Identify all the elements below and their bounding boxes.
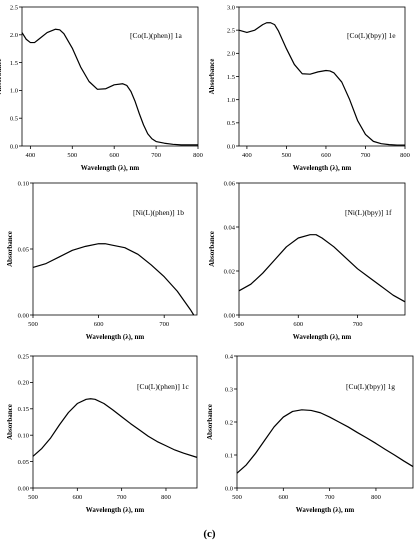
y-tick-label: 0.4 — [225, 353, 234, 360]
y-tick-label: 0.15 — [18, 406, 29, 413]
y-axis-title: Absorbance — [6, 404, 14, 440]
x-tick-label: 500 — [234, 321, 244, 328]
absorbance-curve — [238, 234, 406, 303]
chart-panel-2: 400 500 600 700 800 0.0 0.5 1.0 1.5 2.0 2.5 3.0 Wave… — [208, 4, 410, 172]
y-tick-label: 0.00 — [224, 312, 235, 319]
y-tick-label: 0.25 — [18, 353, 29, 360]
plot-frame — [32, 355, 198, 489]
x-tick-label: 500 — [232, 494, 242, 501]
x-tick-label: 500 — [28, 321, 38, 328]
y-axis-title: Absorbance — [208, 59, 216, 95]
y-tick-label: 0.10 — [18, 433, 29, 440]
y-tick-label: 1.0 — [227, 97, 235, 104]
compound-label: [Cu(L)(bpy)] 1g — [346, 382, 395, 391]
x-axis-title: Wavelength (λ), nm — [293, 164, 352, 172]
x-axis-title: Wavelength (λ), nm — [296, 506, 355, 514]
x-tick-label: 500 — [67, 152, 77, 159]
y-tick-label: 0.05 — [18, 459, 29, 466]
absorbance-curve — [236, 409, 414, 474]
chart-panel-6: 500 600 700 800 0.0 0.1 0.2 0.3 0.4 Wavelength (λ… — [206, 353, 414, 514]
compound-label: [Cu(L)(phen)] 1c — [137, 382, 190, 391]
x-tick-label: 600 — [109, 152, 119, 159]
compound-label: [Ni(L)(phen)] 1b — [133, 208, 184, 217]
y-tick-label: 0.05 — [18, 246, 29, 253]
chart-panel-4: 500 600 700 0.00 0.02 0.04 0.06 Wavelength (λ),… — [208, 180, 406, 341]
y-axis-title: Absorbance — [208, 231, 216, 267]
y-tick-label: 1.5 — [10, 60, 18, 67]
y-tick-label: 0.0 — [10, 143, 18, 150]
x-tick-label: 600 — [278, 494, 288, 501]
x-tick-label: 700 — [353, 321, 363, 328]
x-tick-label: 500 — [28, 494, 38, 501]
compound-label: [Co(L)(bpy)] 1e — [347, 31, 396, 40]
compound-label: [Co(L)(phen)] 1a — [130, 31, 183, 40]
y-tick-label: 1.0 — [10, 88, 18, 95]
y-tick-label: 0.5 — [227, 120, 235, 127]
y-tick-label: 0.0 — [225, 485, 233, 492]
figure-caption: (c) — [203, 528, 216, 540]
y-tick-label: 0.02 — [224, 268, 235, 275]
x-tick-label: 800 — [400, 152, 410, 159]
x-tick-label: 500 — [282, 152, 292, 159]
absorbance-curve — [238, 22, 405, 146]
x-tick-label: 400 — [242, 152, 252, 159]
y-tick-label: 2.0 — [227, 51, 235, 58]
y-tick-label: 0.2 — [225, 419, 233, 426]
x-tick-label: 700 — [159, 321, 169, 328]
y-tick-label: 0.5 — [10, 116, 18, 123]
x-tick-label: 800 — [371, 494, 381, 501]
plot-frame — [236, 355, 414, 489]
plot-frame — [238, 182, 406, 316]
x-axis-title: Wavelength (λ), nm — [86, 333, 145, 341]
plot-frame — [238, 6, 406, 147]
x-tick-label: 600 — [94, 321, 104, 328]
x-axis-title: Wavelength (λ), nm — [86, 506, 145, 514]
x-tick-label: 800 — [161, 494, 171, 501]
x-axis-title: Wavelength (λ), nm — [293, 333, 352, 341]
y-axis-title: Absorbance — [206, 404, 214, 440]
y-tick-label: 3.0 — [227, 4, 235, 11]
x-tick-label: 600 — [72, 494, 82, 501]
x-tick-label: 700 — [151, 152, 161, 159]
y-tick-label: 0.10 — [18, 180, 29, 187]
absorbance-curve — [32, 398, 198, 458]
chart-panel-1: 400 500 600 700 800 0.0 0.5 1.0 1.5 2.0 2.5 Wavelen… — [0, 4, 203, 172]
x-tick-label: 600 — [293, 321, 303, 328]
y-tick-label: 0.20 — [18, 380, 29, 387]
x-axis-title: Wavelength (λ), nm — [81, 164, 140, 172]
y-tick-label: 2.5 — [10, 4, 18, 11]
x-tick-label: 400 — [26, 152, 36, 159]
absorbance-curve — [32, 243, 195, 316]
y-axis-title: Absorbance — [0, 59, 3, 95]
y-tick-label: 1.5 — [227, 74, 235, 81]
y-tick-label: 0.00 — [18, 312, 29, 319]
x-tick-label: 800 — [193, 152, 203, 159]
y-tick-label: 0.06 — [224, 180, 236, 187]
chart-panel-5: 500 600 700 800 0.00 0.05 0.10 0.15 0.20 0.25 Wave… — [6, 353, 198, 514]
y-tick-label: 0.0 — [227, 143, 235, 150]
y-tick-label: 0.00 — [18, 485, 29, 492]
x-tick-label: 700 — [117, 494, 127, 501]
absorbance-curve — [21, 28, 198, 146]
x-tick-label: 700 — [325, 494, 335, 501]
y-tick-label: 0.3 — [225, 386, 233, 393]
y-axis-title: Absorbance — [6, 231, 14, 267]
plot-frame — [21, 6, 199, 147]
plot-frame — [32, 182, 198, 316]
x-tick-label: 700 — [361, 152, 371, 159]
y-tick-label: 0.04 — [224, 224, 236, 231]
compound-label: [Ni(L)(bpy)] 1f — [345, 208, 392, 217]
chart-panel-3: 500 600 700 0.00 0.05 0.10 Wavelength (λ), nm A… — [6, 180, 198, 341]
y-tick-label: 2.0 — [10, 32, 18, 39]
x-tick-label: 600 — [321, 152, 331, 159]
y-tick-label: 2.5 — [227, 27, 235, 34]
y-tick-label: 0.1 — [225, 452, 233, 459]
